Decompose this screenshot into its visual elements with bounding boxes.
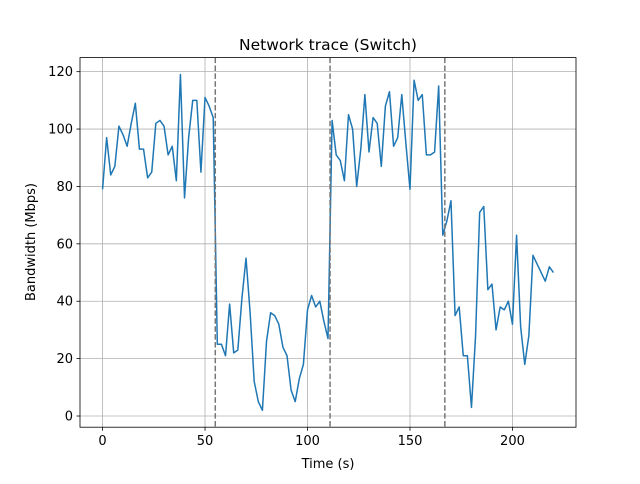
- plot-frame: [79, 57, 577, 428]
- y-axis-label: Bandwidth (Mbps): [24, 183, 39, 301]
- x-tick-label: 0: [98, 434, 106, 449]
- y-tick-label: 120: [48, 65, 73, 80]
- y-tick-label: 60: [56, 237, 73, 252]
- y-tick-label: 40: [56, 295, 73, 310]
- x-axis-label: Time (s): [301, 457, 355, 472]
- x-tick-label: 200: [500, 434, 525, 449]
- y-tick-label: 100: [48, 123, 73, 138]
- y-tick-label: 20: [56, 352, 73, 367]
- x-tick-label: 150: [398, 434, 423, 449]
- data-line: [101, 73, 555, 412]
- x-tick-label: 50: [197, 434, 214, 449]
- chart-title: Network trace (Switch): [239, 36, 417, 54]
- x-tick-label: 100: [295, 434, 320, 449]
- y-tick-label: 80: [56, 180, 73, 195]
- y-tick-label: 0: [65, 410, 73, 425]
